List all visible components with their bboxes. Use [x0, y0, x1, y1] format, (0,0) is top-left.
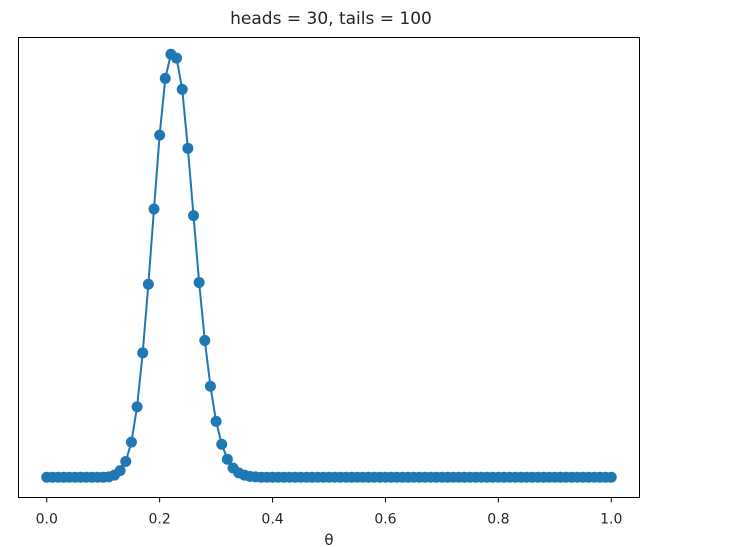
data-point: [148, 203, 160, 215]
axes-frame: [18, 37, 640, 498]
data-point: [154, 129, 166, 141]
data-point: [210, 415, 222, 427]
data-point: [176, 83, 188, 95]
data-point: [131, 401, 143, 413]
data-point: [605, 471, 617, 483]
plot-area: [41, 48, 617, 483]
x-tick-label: 0.4: [261, 512, 283, 528]
x-axis-label: θ: [324, 531, 333, 547]
x-tick-label: 0.6: [374, 512, 396, 528]
chart-title: heads = 30, tails = 100: [230, 9, 432, 29]
data-point: [221, 453, 233, 465]
data-point: [193, 276, 205, 288]
data-point: [188, 210, 200, 222]
data-point: [171, 52, 183, 64]
x-tick-label: 0.0: [36, 512, 58, 528]
x-tick-label: 0.8: [487, 512, 509, 528]
data-point: [159, 72, 171, 84]
data-point: [120, 455, 132, 467]
data-point: [125, 436, 137, 448]
data-point: [216, 438, 228, 450]
data-point: [137, 347, 149, 359]
x-tick-label: 0.2: [149, 512, 171, 528]
data-point: [182, 142, 194, 154]
data-point: [142, 278, 154, 290]
x-axis: 0.0 0.2 0.4 0.6 0.8 1.0: [36, 497, 622, 528]
x-tick-label: 1.0: [600, 512, 622, 528]
data-point: [204, 380, 216, 392]
data-point: [114, 465, 126, 477]
data-point: [199, 335, 211, 346]
series-line: [46, 53, 612, 479]
